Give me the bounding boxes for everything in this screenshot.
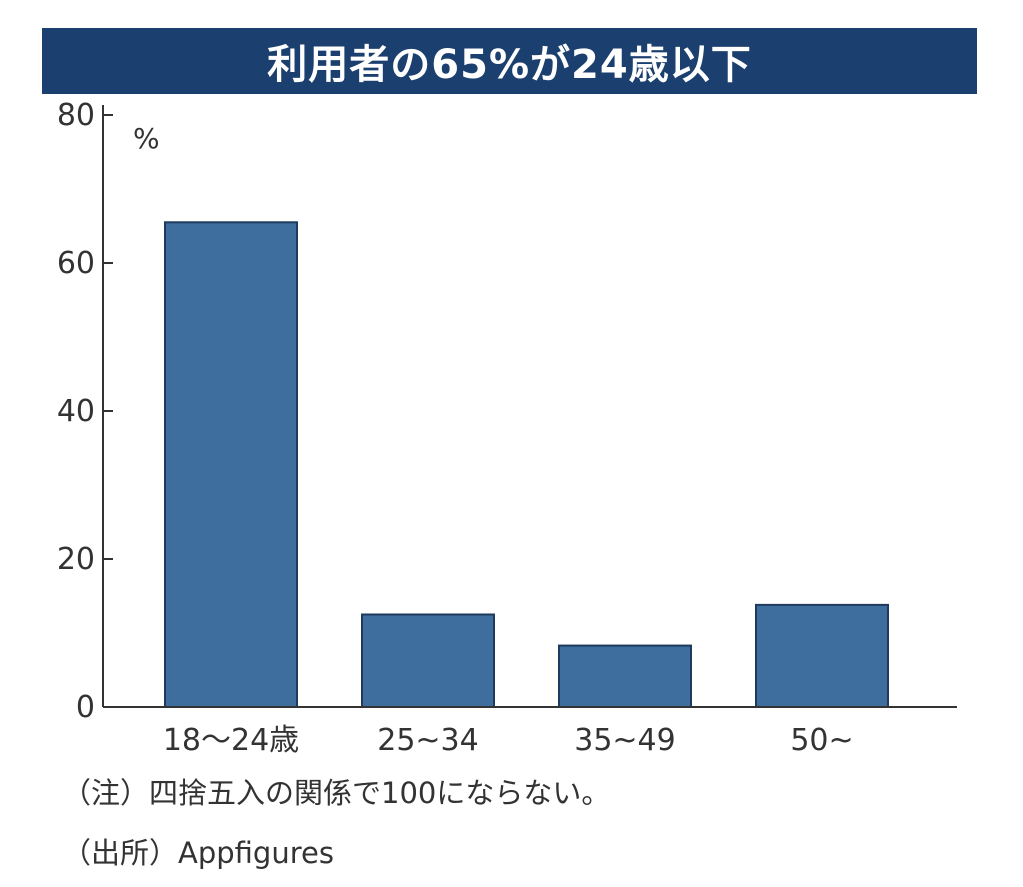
bar-2: [361, 613, 495, 708]
category-label: 25~34: [377, 723, 478, 758]
y-axis-ticks: 0 20 40 60 80: [57, 98, 113, 725]
source-note: （出所）Appfigures: [62, 836, 334, 870]
y-tick-label: 0: [76, 690, 95, 725]
y-tick-label: 40: [57, 394, 95, 429]
y-tick-label: 20: [57, 542, 95, 577]
y-unit-label: %: [133, 122, 160, 155]
category-label: 50~: [790, 723, 853, 758]
footnote: （注）四捨五入の関係で100にならない。: [62, 776, 611, 810]
y-tick-label: 60: [57, 246, 95, 281]
category-label: 35~49: [574, 723, 675, 758]
chart-title: 利用者の65%が24歳以下: [42, 28, 977, 94]
y-tick-label: 80: [57, 98, 95, 133]
category-label: 18～24歳: [163, 723, 299, 758]
bar-1: [164, 221, 298, 709]
bars: [164, 221, 889, 709]
bar-4: [755, 603, 889, 709]
bar-3: [558, 644, 692, 709]
x-axis-categories: 18～24歳 25~34 35~49 50~: [163, 723, 854, 758]
